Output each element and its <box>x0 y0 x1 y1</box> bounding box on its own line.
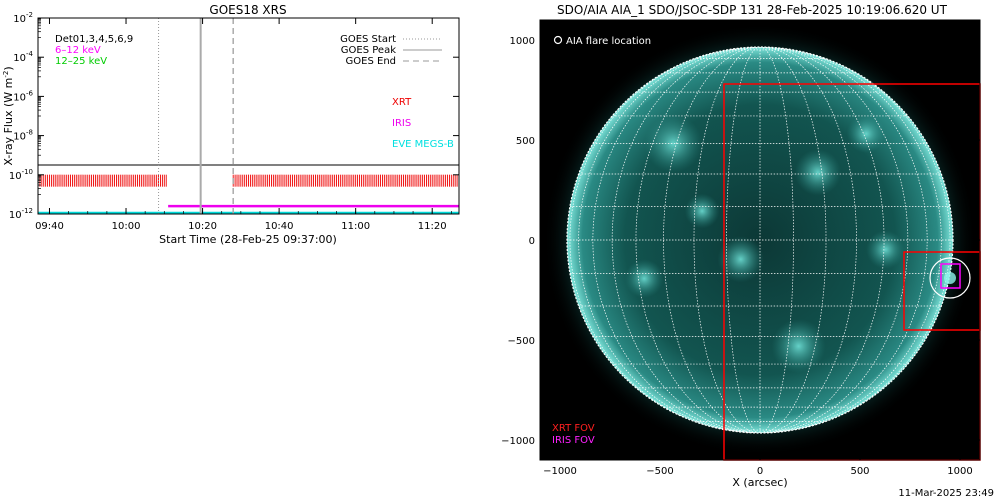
active-region-glow <box>624 259 664 298</box>
y-axis-label-close: ) <box>2 66 15 70</box>
aia-x-tick-labels: −1000 −500 0 500 1000 <box>543 20 973 477</box>
y-tick-base: 10 <box>13 132 26 143</box>
longitude-line <box>759 47 827 433</box>
longitude-line <box>759 47 942 433</box>
x-tick-labels: 09:40 10:00 10:20 10:40 11:00 11:20 <box>35 18 452 232</box>
instrument-label: EVE MEGS-B <box>392 139 454 150</box>
flare-legend-label: AIA flare location <box>566 36 651 47</box>
longitude-line <box>693 47 761 433</box>
aia-y-tick-label: −500 <box>508 336 535 347</box>
active-region-glow <box>644 114 703 173</box>
aia-x-tick-label: 0 <box>757 466 763 477</box>
y-tick-label: 10-10 <box>9 168 33 182</box>
y-tick-base: 10 <box>13 53 26 64</box>
y-axis-label-text: X-ray Flux (W m <box>2 78 15 166</box>
y-axis-label: X-ray Flux (W m-2) <box>2 66 15 165</box>
footer-timestamp: 11-Mar-2025 23:49 <box>898 488 994 499</box>
heliographic-grid <box>567 47 953 433</box>
y-tick-base: 10 <box>9 171 22 182</box>
x-tick-label: 10:20 <box>188 221 217 232</box>
active-region-glow <box>717 236 764 283</box>
aia-x-tick-label: 1000 <box>947 466 972 477</box>
longitude-line <box>759 47 857 433</box>
longitude-line <box>663 47 761 433</box>
longitude-line <box>759 47 794 433</box>
y-axis-label-exp: -2 <box>2 71 10 78</box>
x-tick-label: 10:00 <box>112 221 141 232</box>
longitude-line <box>759 47 928 433</box>
legend-entry: 6–12 keV <box>55 45 101 56</box>
x-tick-label: 11:00 <box>341 221 370 232</box>
solar-limb <box>566 46 954 434</box>
y-tick-label: 10-8 <box>13 129 33 143</box>
y-tick-exponent: -6 <box>26 89 34 97</box>
y-tick-label: 10-6 <box>13 89 33 103</box>
aia-y-tick-labels: 1000 500 0 −500 −1000 <box>501 36 980 447</box>
active-region-glow <box>846 114 886 154</box>
instrument-label: XRT <box>392 97 412 108</box>
flare-bright-spot <box>944 272 956 284</box>
aia-y-tick-label: 500 <box>516 136 535 147</box>
instrument-labels: XRT IRIS EVE MEGS-B <box>392 97 454 150</box>
goes-plot-area <box>38 18 459 214</box>
aia-x-tick-label: −1000 <box>543 466 577 477</box>
active-region-glow <box>684 193 720 229</box>
iris-fov-label: IRIS FOV <box>552 435 595 446</box>
y-tick-base: 10 <box>9 210 22 221</box>
instrument-label: IRIS <box>392 118 411 129</box>
legend-entry: GOES Peak <box>341 45 396 56</box>
y-tick-exponent: -8 <box>26 129 33 137</box>
goes-xrs-chart: GOES18 XRS Start Time (28-Feb-25 09:37:0… <box>2 3 460 246</box>
x-tick-label: 09:40 <box>35 221 64 232</box>
y-tick-exponent: -2 <box>26 11 33 19</box>
y-tick-exponent: -12 <box>22 207 33 215</box>
aia-title: SDO/AIA AIA_1 SDO/JSOC-SDP 131 28-Feb-20… <box>557 3 948 17</box>
active-region-glow <box>771 319 826 374</box>
active-region-glow <box>866 230 905 269</box>
iris-fov-box <box>940 263 961 289</box>
xrt-fov-label: XRT FOV <box>552 423 595 434</box>
longitude-line <box>569 47 761 433</box>
longitude-line <box>635 47 761 433</box>
longitude-line <box>578 47 761 433</box>
y-tick-label: 10-4 <box>13 50 33 64</box>
legend-entry: 12–25 keV <box>55 56 107 67</box>
aia-x-tick-label: 500 <box>850 466 869 477</box>
aia-x-tick-label: −500 <box>646 466 673 477</box>
y-tick-base: 10 <box>13 92 26 103</box>
y-tick-label: 10-12 <box>9 207 33 221</box>
longitude-line <box>759 47 885 433</box>
y-tick-exponent: -10 <box>22 168 33 176</box>
longitude-line <box>759 47 909 433</box>
aia-y-tick-label: −1000 <box>501 436 535 447</box>
y-tick-label: 10-2 <box>13 11 33 25</box>
flare-location-marker <box>929 257 971 299</box>
flare-legend-icon <box>553 35 563 45</box>
longitude-line <box>726 47 761 433</box>
aia-y-tick-label: 1000 <box>510 36 535 47</box>
y-tick-exponent: -4 <box>26 50 34 58</box>
longitude-line <box>759 47 951 433</box>
aia-image-panel: SDO/AIA AIA_1 SDO/JSOC-SDP 131 28-Feb-20… <box>501 3 981 489</box>
x-tick-label: 11:20 <box>418 221 447 232</box>
xrt-observation-bars <box>38 174 459 187</box>
longitude-line <box>592 47 761 433</box>
legend-entry: GOES Start <box>340 34 396 45</box>
x-axis-label: Start Time (28-Feb-25 09:37:00) <box>159 233 337 246</box>
x-tick-label: 10:40 <box>265 221 294 232</box>
longitude-line <box>611 47 761 433</box>
chart-title: GOES18 XRS <box>209 3 286 17</box>
legend-entry: Det01,3,4,5,6,9 <box>55 34 133 45</box>
aia-y-tick-label: 0 <box>529 236 535 247</box>
active-region-glow <box>794 149 842 196</box>
legend-entry: GOES End <box>346 56 396 67</box>
aia-x-axis-label: X (arcsec) <box>732 476 787 489</box>
y-tick-base: 10 <box>13 14 26 25</box>
